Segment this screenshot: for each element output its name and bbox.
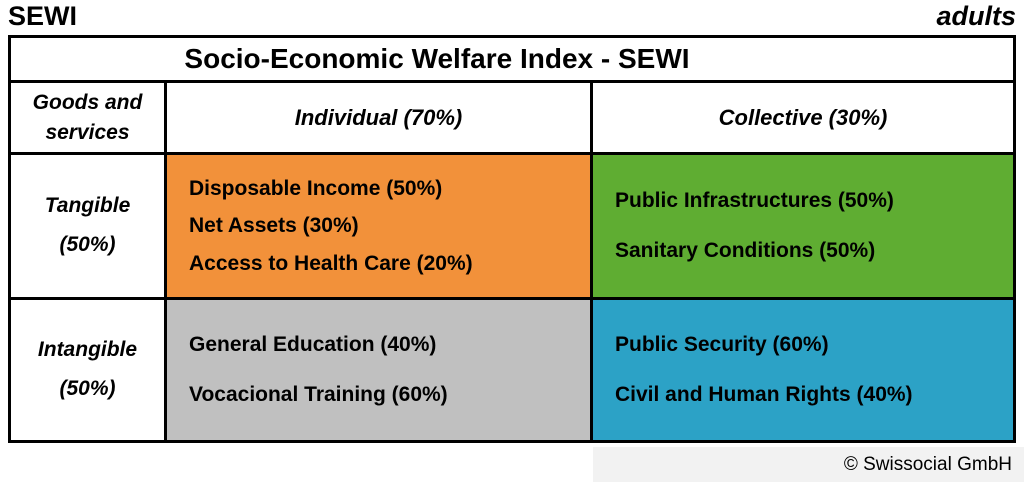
cell-intangible-collective: Public Security (60%) Civil and Human Ri… <box>593 300 1013 440</box>
cell-item: Disposable Income (50%) <box>189 176 443 200</box>
row-header-intangible: Intangible (50%) <box>11 300 164 440</box>
cell-tangible-collective: Public Infrastructures (50%) Sanitary Co… <box>593 155 1013 297</box>
cell-tangible-individual: Disposable Income (50%) Net Assets (30%)… <box>167 155 590 297</box>
cell-item: Sanitary Conditions (50%) <box>615 239 876 262</box>
cell-item: Vocacional Training (60%) <box>189 382 448 406</box>
page-title: SEWI <box>8 1 78 31</box>
sewi-table: Socio-Economic Welfare Index - SEWI Good… <box>8 35 1016 443</box>
column-header-collective: Collective (30%) <box>593 83 1013 152</box>
table-title: Socio-Economic Welfare Index - SEWI <box>11 38 1013 80</box>
cell-item: General Education (40%) <box>189 333 437 357</box>
copyright-text: © Swissocial GmbH <box>843 453 1012 475</box>
row-header-tangible: Tangible (50%) <box>11 155 164 297</box>
corner-header-goods-and-services: Goods and services <box>11 83 164 152</box>
cell-item: Public Infrastructures (50%) <box>615 189 894 212</box>
column-header-individual: Individual (70%) <box>167 83 590 152</box>
cell-item: Net Assets (30%) <box>189 214 359 237</box>
cell-intangible-individual: General Education (40%) Vocacional Train… <box>167 300 590 440</box>
audience-label: adults <box>936 1 1016 31</box>
copyright-strip: © Swissocial GmbH <box>593 447 1024 482</box>
cell-item: Public Security (60%) <box>615 333 829 357</box>
cell-item: Civil and Human Rights (40%) <box>615 382 913 406</box>
cell-item: Access to Health Care (20%) <box>189 251 473 275</box>
